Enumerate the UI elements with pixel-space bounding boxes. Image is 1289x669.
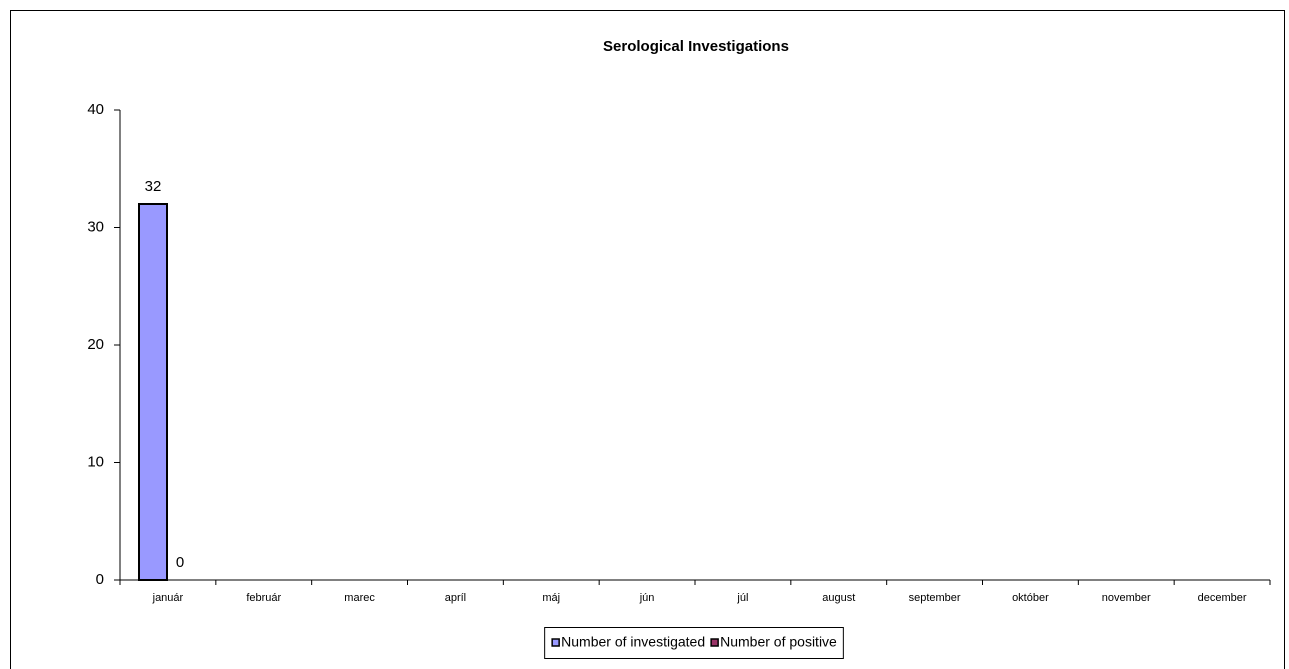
x-tick-label: február xyxy=(246,592,281,604)
y-tick-label: 0 xyxy=(96,571,104,588)
x-tick-label: máj xyxy=(542,592,560,604)
y-tick-label: 40 xyxy=(87,101,104,118)
data-label: 32 xyxy=(145,178,162,195)
legend-box xyxy=(544,627,844,659)
x-tick-label: jún xyxy=(639,592,655,604)
legend-label: Number of positive xyxy=(720,634,837,650)
x-tick-label: december xyxy=(1198,592,1247,604)
x-tick-label: september xyxy=(909,592,961,604)
legend-swatch xyxy=(551,638,560,647)
chart-border xyxy=(10,10,1285,669)
x-tick-label: november xyxy=(1102,592,1151,604)
y-tick-label: 10 xyxy=(87,453,104,470)
y-tick-label: 20 xyxy=(87,336,104,353)
data-label: 0 xyxy=(176,554,184,571)
x-tick-label: január xyxy=(152,592,184,604)
legend-label: Number of investigated xyxy=(561,634,705,650)
legend-swatch xyxy=(710,638,719,647)
x-tick-label: august xyxy=(822,592,855,604)
x-tick-label: marec xyxy=(344,592,375,604)
y-tick-label: 30 xyxy=(87,218,104,235)
x-tick-label: júl xyxy=(736,592,748,604)
x-tick-label: október xyxy=(1012,592,1049,604)
chart-title: Serological Investigations xyxy=(603,38,789,55)
x-tick-label: apríl xyxy=(445,592,466,604)
bar xyxy=(138,203,168,581)
